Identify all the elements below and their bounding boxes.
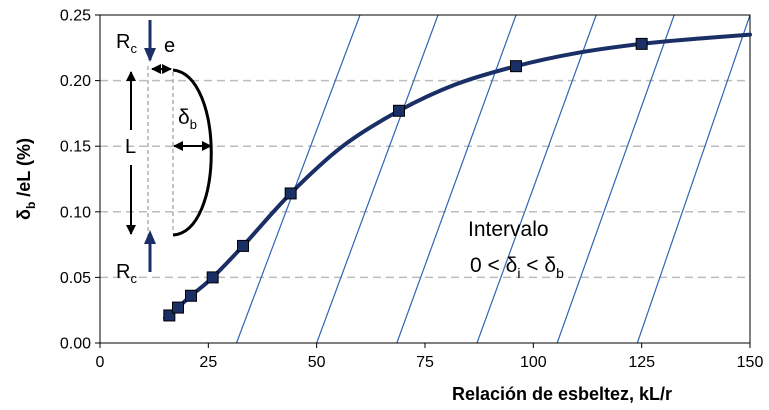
gridlines: [100, 79, 750, 279]
hatch-line: [556, 15, 675, 343]
hatch-line: [235, 15, 361, 343]
data-point: [510, 60, 522, 73]
data-point: [237, 239, 249, 252]
hatch-line: [636, 15, 750, 343]
rc-top-arrowhead: [144, 48, 156, 62]
axis-ticks: 0.00 0.05 0.10 0.15 0.20 0.25 0 25 50 75 100 125 150: [60, 8, 764, 372]
delta-b-label: δb: [178, 106, 197, 132]
e-label: e: [164, 35, 175, 57]
region-formula: 0 < δi < δb: [470, 254, 564, 281]
series-layer: [163, 32, 752, 322]
x-axis-title: Relación de esbeltez, kL/r: [452, 384, 672, 404]
plot-frame: [99, 14, 751, 344]
region-label: Intervalo: [468, 218, 549, 241]
rc-bottom-label: Rc: [116, 261, 137, 286]
buckled-column-curve: [172, 68, 213, 237]
data-point: [206, 271, 219, 284]
x-tick-label: 0: [96, 354, 105, 371]
x-tick-label: 100: [520, 354, 547, 371]
hatch-region: [235, 15, 750, 343]
l-label: L: [125, 136, 136, 158]
hatch-line: [396, 15, 517, 343]
hatch-line: [316, 15, 439, 343]
rc-top-label: Rc: [116, 31, 137, 56]
rc-bottom-arrowhead: [144, 230, 156, 244]
y-tick-label: 0.05: [60, 270, 91, 287]
x-tick-label: 25: [199, 354, 217, 371]
x-tick-label: 125: [628, 354, 655, 371]
y-tick-label: 0.15: [60, 139, 91, 156]
column-diagram: Rc e δb L Rc: [116, 20, 213, 286]
y-tick-label: 0.20: [60, 73, 91, 90]
x-tick-label: 150: [737, 354, 764, 371]
data-point: [635, 37, 648, 50]
y-axis-title: δb /eL (%): [14, 138, 38, 220]
data-point: [172, 301, 184, 314]
data-point: [284, 187, 297, 200]
y-tick-label: 0.10: [60, 204, 91, 221]
data-point: [393, 104, 405, 117]
hatch-line: [476, 15, 597, 343]
y-tick-label: 0.25: [60, 8, 91, 25]
x-tick-label: 50: [308, 354, 326, 371]
x-tick-label: 75: [416, 354, 434, 371]
data-point: [185, 289, 197, 302]
data-point: [163, 309, 176, 322]
y-tick-label: 0.00: [60, 336, 91, 353]
